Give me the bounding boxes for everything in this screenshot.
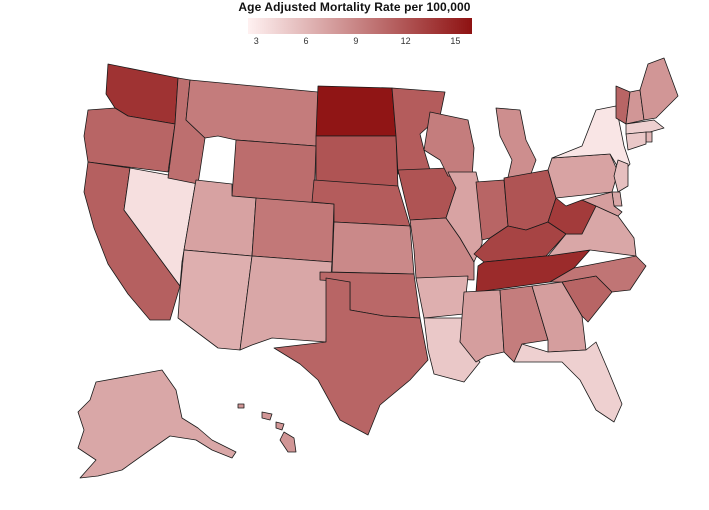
state-SD [315, 135, 399, 189]
state-ND [315, 85, 397, 137]
legend-tick-label: 12 [400, 36, 411, 46]
contiguous-states [83, 57, 679, 436]
state-KS [331, 221, 415, 275]
state-AR [415, 275, 469, 319]
state-RI [645, 131, 653, 143]
state-MD [581, 191, 623, 217]
alaska [77, 369, 237, 479]
state-TX [273, 277, 429, 436]
state-NM [239, 255, 333, 351]
hawaii [237, 403, 297, 453]
legend-tick-label: 15 [450, 36, 461, 46]
state-WY [231, 139, 317, 205]
state-CT [625, 131, 647, 151]
state-NC [549, 255, 647, 293]
state-CO [251, 197, 335, 263]
state-MT [185, 79, 319, 147]
state-HI [237, 403, 297, 453]
state-FL [513, 341, 623, 423]
legend-tick-label: 3 [253, 36, 259, 46]
state-MA [625, 119, 665, 135]
state-IA [397, 167, 457, 221]
state-AK [77, 369, 237, 479]
state-WI [423, 111, 475, 179]
legend-title: Age Adjusted Mortality Rate per 100,000 [238, 0, 471, 14]
state-NY [551, 105, 631, 175]
legend-tick-label: 6 [303, 36, 309, 46]
state-ME [639, 57, 679, 121]
state-PA [547, 153, 619, 199]
legend-tick-label: 9 [353, 36, 359, 46]
legend-colorbar [248, 18, 472, 34]
state-NJ [613, 159, 629, 193]
state-AZ [177, 249, 253, 351]
